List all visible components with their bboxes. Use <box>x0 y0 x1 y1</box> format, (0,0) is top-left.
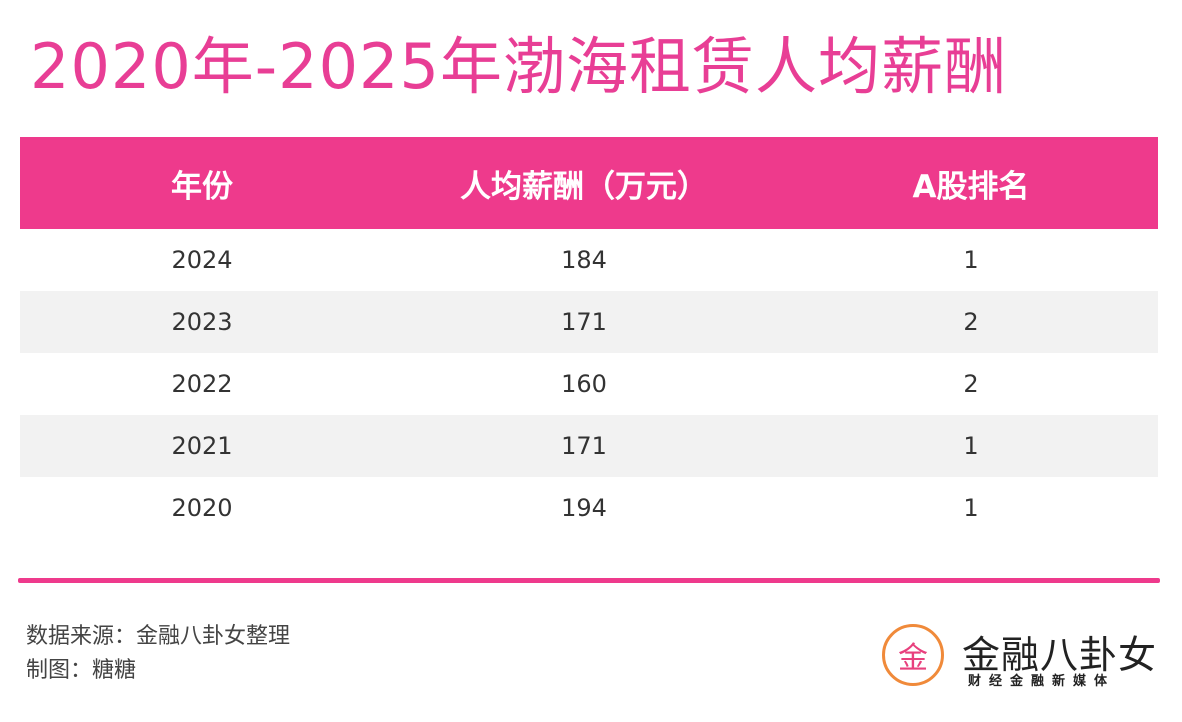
table-row: 2023 171 2 <box>20 291 1158 353</box>
header-rank: A股排名 <box>912 168 1030 205</box>
cell-year: 2022 <box>171 370 233 398</box>
logo-name: 金融八卦女 <box>962 633 1158 677</box>
cell-salary: 194 <box>561 494 607 522</box>
cell-rank: 1 <box>963 246 979 274</box>
brand-logo: 金 金融八卦女 财经金融新媒体 <box>882 620 1156 692</box>
source-note: 数据来源：金融八卦女整理 <box>26 624 291 649</box>
cell-rank: 2 <box>963 370 979 398</box>
cell-rank: 1 <box>963 432 979 460</box>
cell-salary: 171 <box>561 432 607 460</box>
page-title: 2020年-2025年渤海租赁人均薪酬 <box>30 30 1007 103</box>
salary-table: 年份 人均薪酬（万元） A股排名 2024 184 1 2023 171 2 2… <box>20 137 1158 539</box>
table-row: 2020 194 1 <box>20 477 1158 539</box>
cell-year: 2024 <box>171 246 233 274</box>
cell-year: 2020 <box>171 494 233 522</box>
header-salary: 人均薪酬（万元） <box>460 168 708 205</box>
cell-year: 2021 <box>171 432 233 460</box>
logo-mark-icon: 金 <box>898 641 928 676</box>
logo-ring-icon <box>882 624 944 686</box>
table-row: 2022 160 2 <box>20 353 1158 415</box>
bottom-divider <box>18 578 1160 583</box>
cell-rank: 2 <box>963 308 979 336</box>
logo-tagline: 财经金融新媒体 <box>968 674 1116 689</box>
table-row: 2024 184 1 <box>20 229 1158 291</box>
table-header: 年份 人均薪酬（万元） A股排名 <box>20 137 1158 229</box>
table-row: 2021 171 1 <box>20 415 1158 477</box>
cell-salary: 171 <box>561 308 607 336</box>
cell-salary: 160 <box>561 370 607 398</box>
header-year: 年份 <box>171 168 233 205</box>
cell-rank: 1 <box>963 494 979 522</box>
cell-year: 2023 <box>171 308 233 336</box>
footer-notes: 数据来源：金融八卦女整理 制图：糖糖 <box>26 620 290 688</box>
maker-note: 制图：糖糖 <box>26 658 137 683</box>
cell-salary: 184 <box>561 246 607 274</box>
